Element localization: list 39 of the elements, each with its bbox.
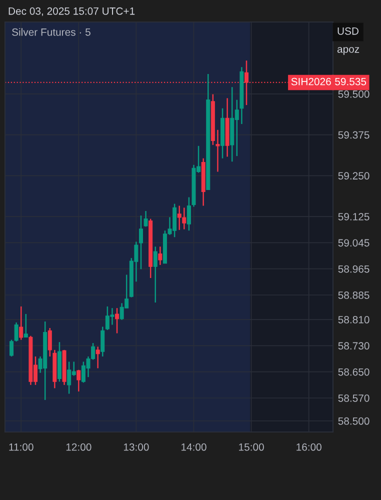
x-tick-label: 15:00 <box>239 443 264 451</box>
candlestick <box>76 369 81 392</box>
y-tick-label: 58.570 <box>338 394 370 402</box>
chart-title: Silver Futures · 5 <box>12 28 90 36</box>
x-tick-label: 12:00 <box>66 443 92 451</box>
candlestick <box>153 246 158 304</box>
y-tick-label: 58.730 <box>338 342 370 350</box>
y-tick-label: 59.045 <box>338 239 370 247</box>
x-tick-label: 11:00 <box>9 443 34 451</box>
y-tick-label: 59.125 <box>338 213 370 220</box>
candlestick <box>186 196 191 232</box>
candlestick <box>115 307 120 334</box>
candlestick <box>100 326 105 358</box>
text: Dec 03, 2025 15:07 UTC+1 <box>8 7 135 16</box>
candlestick <box>216 129 220 172</box>
text: USD <box>338 27 358 35</box>
candlestick <box>10 339 14 358</box>
text: apoz <box>337 47 360 55</box>
candlestick <box>138 214 143 270</box>
candlestick <box>48 327 52 358</box>
candlestick <box>24 313 28 338</box>
ref-line-label: SIH2026 <box>291 78 331 86</box>
x-tick-label: 13:00 <box>124 443 149 451</box>
y-tick-label: 59.375 <box>338 131 370 139</box>
y-tick-label: 59.250 <box>338 172 370 180</box>
candlestick <box>19 306 24 340</box>
y-tick-label: 58.500 <box>338 417 370 425</box>
y-tick-label: 58.885 <box>338 292 370 299</box>
annotation: 59.535 <box>335 78 366 86</box>
y-tick-label: 58.810 <box>338 316 370 324</box>
y-tick-label: 58.650 <box>338 368 370 376</box>
candlestick <box>96 346 100 369</box>
y-tick-label: 59.500 <box>338 90 370 98</box>
candlestick <box>158 246 162 266</box>
x-tick-label: 16:00 <box>296 443 322 451</box>
y-tick-label: 58.965 <box>338 265 370 273</box>
candlestick <box>144 210 148 228</box>
candlestick <box>14 322 18 342</box>
x-tick-label: 14:00 <box>182 443 206 451</box>
